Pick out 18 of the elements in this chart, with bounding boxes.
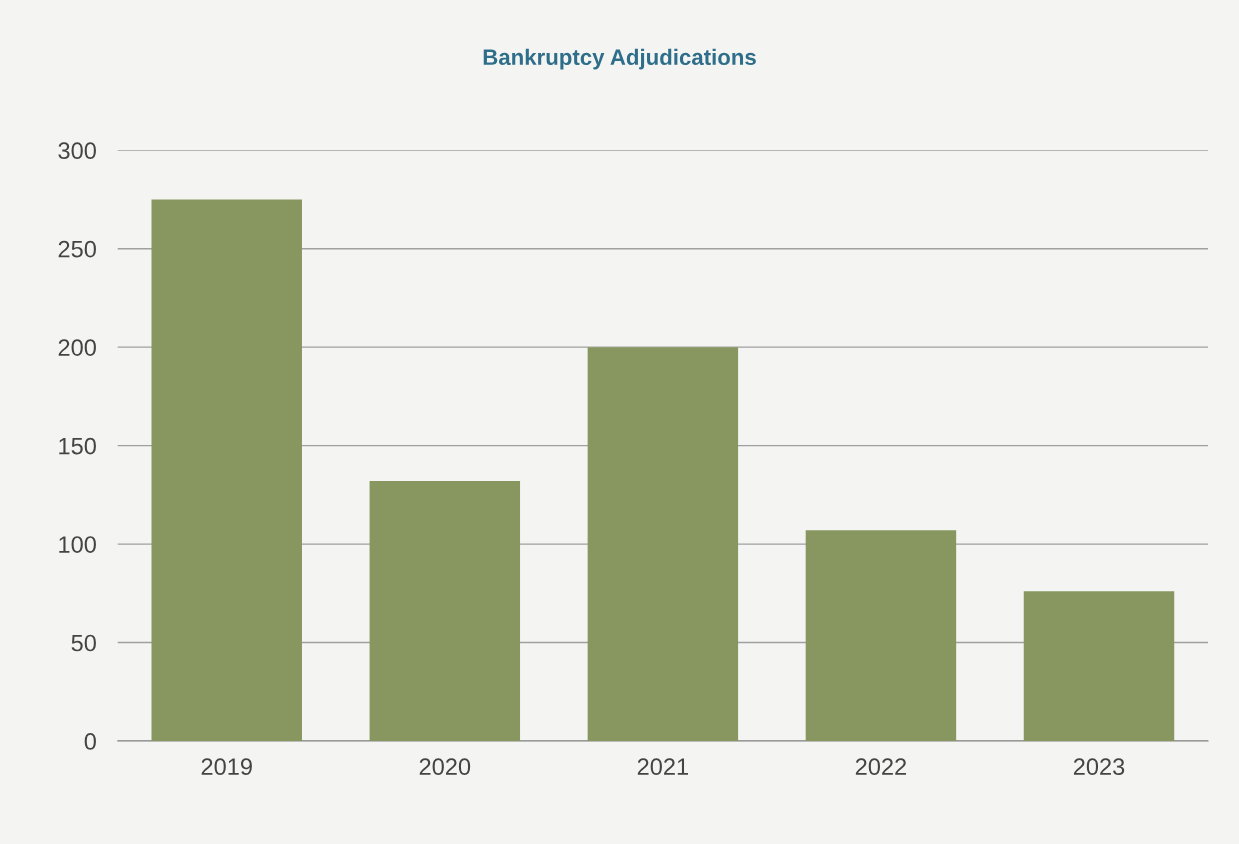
- bar: [369, 481, 521, 742]
- x-tick-label: 2020: [419, 758, 471, 776]
- chart-title: Bankruptcy Adjudications: [483, 48, 756, 70]
- y-tick-label: 250: [58, 240, 96, 258]
- x-tick-label: 2023: [1073, 758, 1125, 776]
- y-tick-label: 300: [58, 142, 96, 160]
- bar: [1023, 591, 1175, 742]
- x-tick-label: 2021: [637, 758, 688, 776]
- x-tick-label: 2022: [855, 758, 907, 776]
- bar: [805, 530, 957, 742]
- x-tick-label: 2019: [201, 758, 252, 776]
- bar: [151, 199, 302, 742]
- y-tick-label: 200: [58, 339, 96, 356]
- y-tick-label: 100: [59, 536, 96, 553]
- bar: [587, 347, 739, 742]
- y-tick-label: 0: [84, 733, 96, 750]
- y-tick-label: 50: [71, 634, 96, 652]
- y-tick-label: 150: [59, 437, 96, 455]
